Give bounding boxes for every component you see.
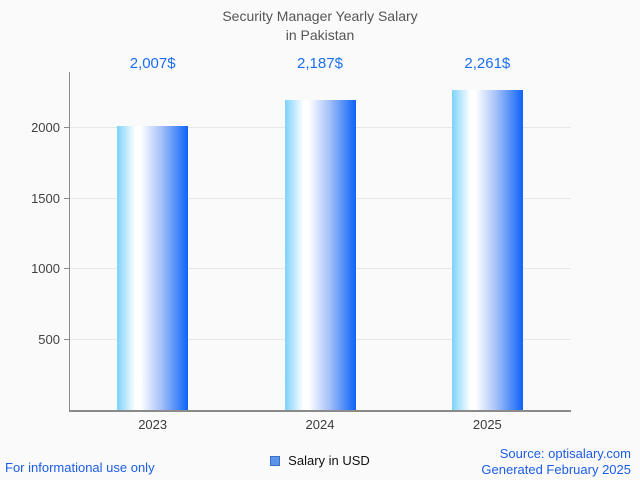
- legend-swatch-icon: [270, 455, 281, 466]
- y-tick-mark-500: [64, 339, 69, 341]
- chart-title: Security Manager Yearly Salary in Pakist…: [0, 7, 640, 45]
- y-axis-line: [69, 72, 70, 410]
- chart-title-line1: Security Manager Yearly Salary: [222, 8, 418, 24]
- disclaimer-text: For informational use only: [5, 460, 155, 475]
- legend-label: Salary in USD: [288, 453, 370, 468]
- y-tick-label-500: 500: [38, 332, 60, 348]
- bar-2023[interactable]: [117, 125, 189, 410]
- value-label-2023: 2,007$: [129, 55, 176, 72]
- value-label-2025: 2,261$: [464, 55, 511, 72]
- y-tick-mark-2000: [64, 126, 69, 128]
- x-tick-label-2024: 2024: [305, 417, 335, 432]
- bar-2025[interactable]: [451, 89, 523, 410]
- legend: Salary in USD: [0, 453, 640, 468]
- value-label-2024: 2,187$: [297, 55, 343, 72]
- x-tick-label-2023: 2023: [138, 417, 168, 432]
- source-block: Source: optisalary.com Generated Februar…: [481, 446, 631, 478]
- x-tick-label-2025: 2025: [472, 417, 502, 432]
- y-tick-label-2000: 2000: [31, 119, 60, 135]
- source-text: Source: optisalary.com: [499, 446, 631, 461]
- chart-title-line2: in Pakistan: [285, 27, 355, 43]
- y-tick-label-1500: 1500: [31, 190, 60, 206]
- bar-2024[interactable]: [284, 100, 356, 410]
- y-tick-mark-1500: [64, 197, 69, 199]
- y-tick-label-1000: 1000: [31, 261, 60, 277]
- y-tick-mark-1000: [64, 268, 69, 270]
- generated-text: Generated February 2025: [481, 462, 631, 477]
- x-axis-line: [69, 410, 571, 412]
